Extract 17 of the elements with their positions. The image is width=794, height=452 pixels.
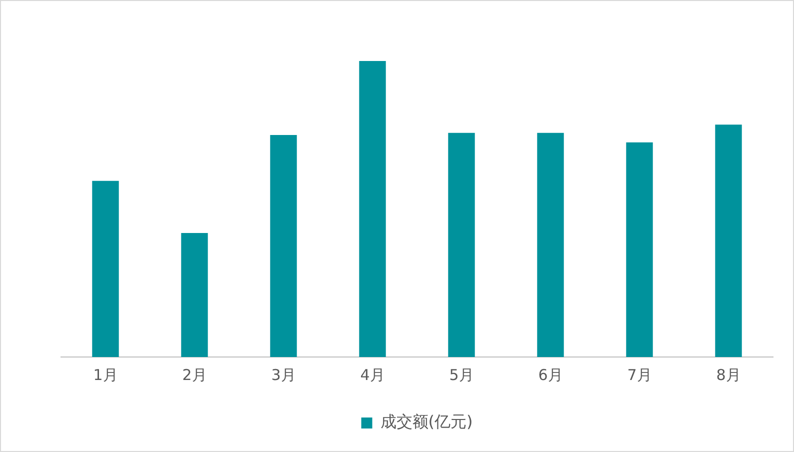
bar bbox=[181, 232, 208, 357]
bar bbox=[448, 132, 475, 357]
bar bbox=[626, 142, 653, 357]
x-tick-label: 4月 bbox=[360, 366, 385, 384]
bar bbox=[359, 61, 386, 357]
x-tick-label: 5月 bbox=[449, 366, 474, 384]
x-tick-label: 2月 bbox=[182, 366, 207, 384]
x-tick-label: 7月 bbox=[627, 366, 652, 384]
bar bbox=[92, 180, 119, 357]
x-tick-label: 6月 bbox=[538, 366, 563, 384]
legend-label: 成交额(亿元) bbox=[380, 412, 473, 432]
x-tick-label: 1月 bbox=[93, 366, 118, 384]
bar bbox=[270, 135, 297, 357]
x-tick-label: 3月 bbox=[271, 366, 296, 384]
bar bbox=[537, 132, 564, 357]
bar bbox=[715, 124, 742, 357]
x-tick-label: 8月 bbox=[716, 366, 741, 384]
